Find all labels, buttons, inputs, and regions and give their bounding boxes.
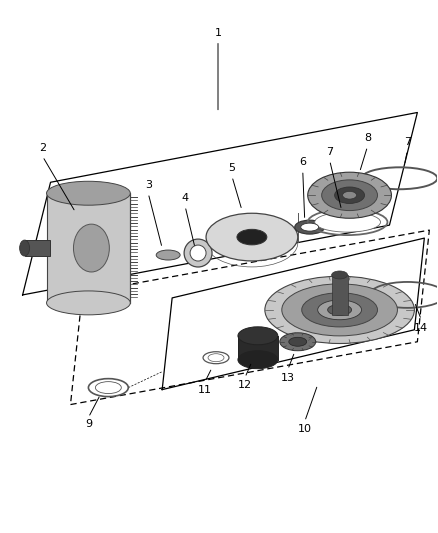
Text: 2: 2	[39, 143, 46, 154]
Ellipse shape	[289, 337, 307, 346]
Text: 7: 7	[404, 138, 411, 148]
Text: 5: 5	[229, 163, 236, 173]
Bar	[25, 240, 49, 256]
Text: 10: 10	[298, 424, 312, 434]
Ellipse shape	[206, 213, 298, 261]
Text: 14: 14	[414, 323, 428, 333]
Ellipse shape	[280, 333, 316, 351]
Ellipse shape	[308, 172, 392, 218]
Ellipse shape	[343, 191, 357, 199]
Text: 9: 9	[85, 419, 92, 430]
Ellipse shape	[20, 240, 30, 256]
Text: 7: 7	[326, 147, 333, 157]
Ellipse shape	[46, 181, 130, 205]
Ellipse shape	[282, 284, 397, 336]
Ellipse shape	[321, 180, 378, 211]
Text: 11: 11	[198, 385, 212, 394]
Ellipse shape	[328, 304, 352, 315]
Text: 3: 3	[145, 180, 152, 190]
Ellipse shape	[265, 276, 414, 343]
Ellipse shape	[156, 250, 180, 260]
Text: 1: 1	[215, 28, 222, 38]
Bar	[332, 275, 348, 315]
Ellipse shape	[190, 245, 206, 261]
Ellipse shape	[95, 382, 121, 393]
Bar	[238, 336, 278, 360]
Ellipse shape	[237, 229, 267, 245]
Text: 6: 6	[299, 157, 306, 167]
Ellipse shape	[314, 212, 381, 232]
Ellipse shape	[302, 293, 378, 327]
Text: 4: 4	[181, 193, 189, 203]
Ellipse shape	[238, 327, 278, 345]
Ellipse shape	[184, 239, 212, 267]
Ellipse shape	[46, 291, 130, 315]
Text: 12: 12	[238, 379, 252, 390]
Ellipse shape	[295, 220, 325, 234]
Ellipse shape	[335, 187, 364, 204]
Ellipse shape	[208, 354, 224, 362]
Text: 13: 13	[281, 373, 295, 383]
Ellipse shape	[318, 300, 361, 320]
Ellipse shape	[301, 223, 319, 231]
Text: 8: 8	[364, 133, 371, 143]
FancyBboxPatch shape	[46, 193, 130, 303]
Ellipse shape	[332, 271, 348, 279]
Ellipse shape	[74, 224, 110, 272]
Ellipse shape	[238, 351, 278, 369]
